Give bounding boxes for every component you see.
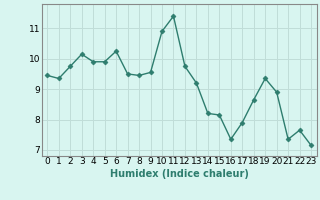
X-axis label: Humidex (Indice chaleur): Humidex (Indice chaleur) [110, 169, 249, 179]
